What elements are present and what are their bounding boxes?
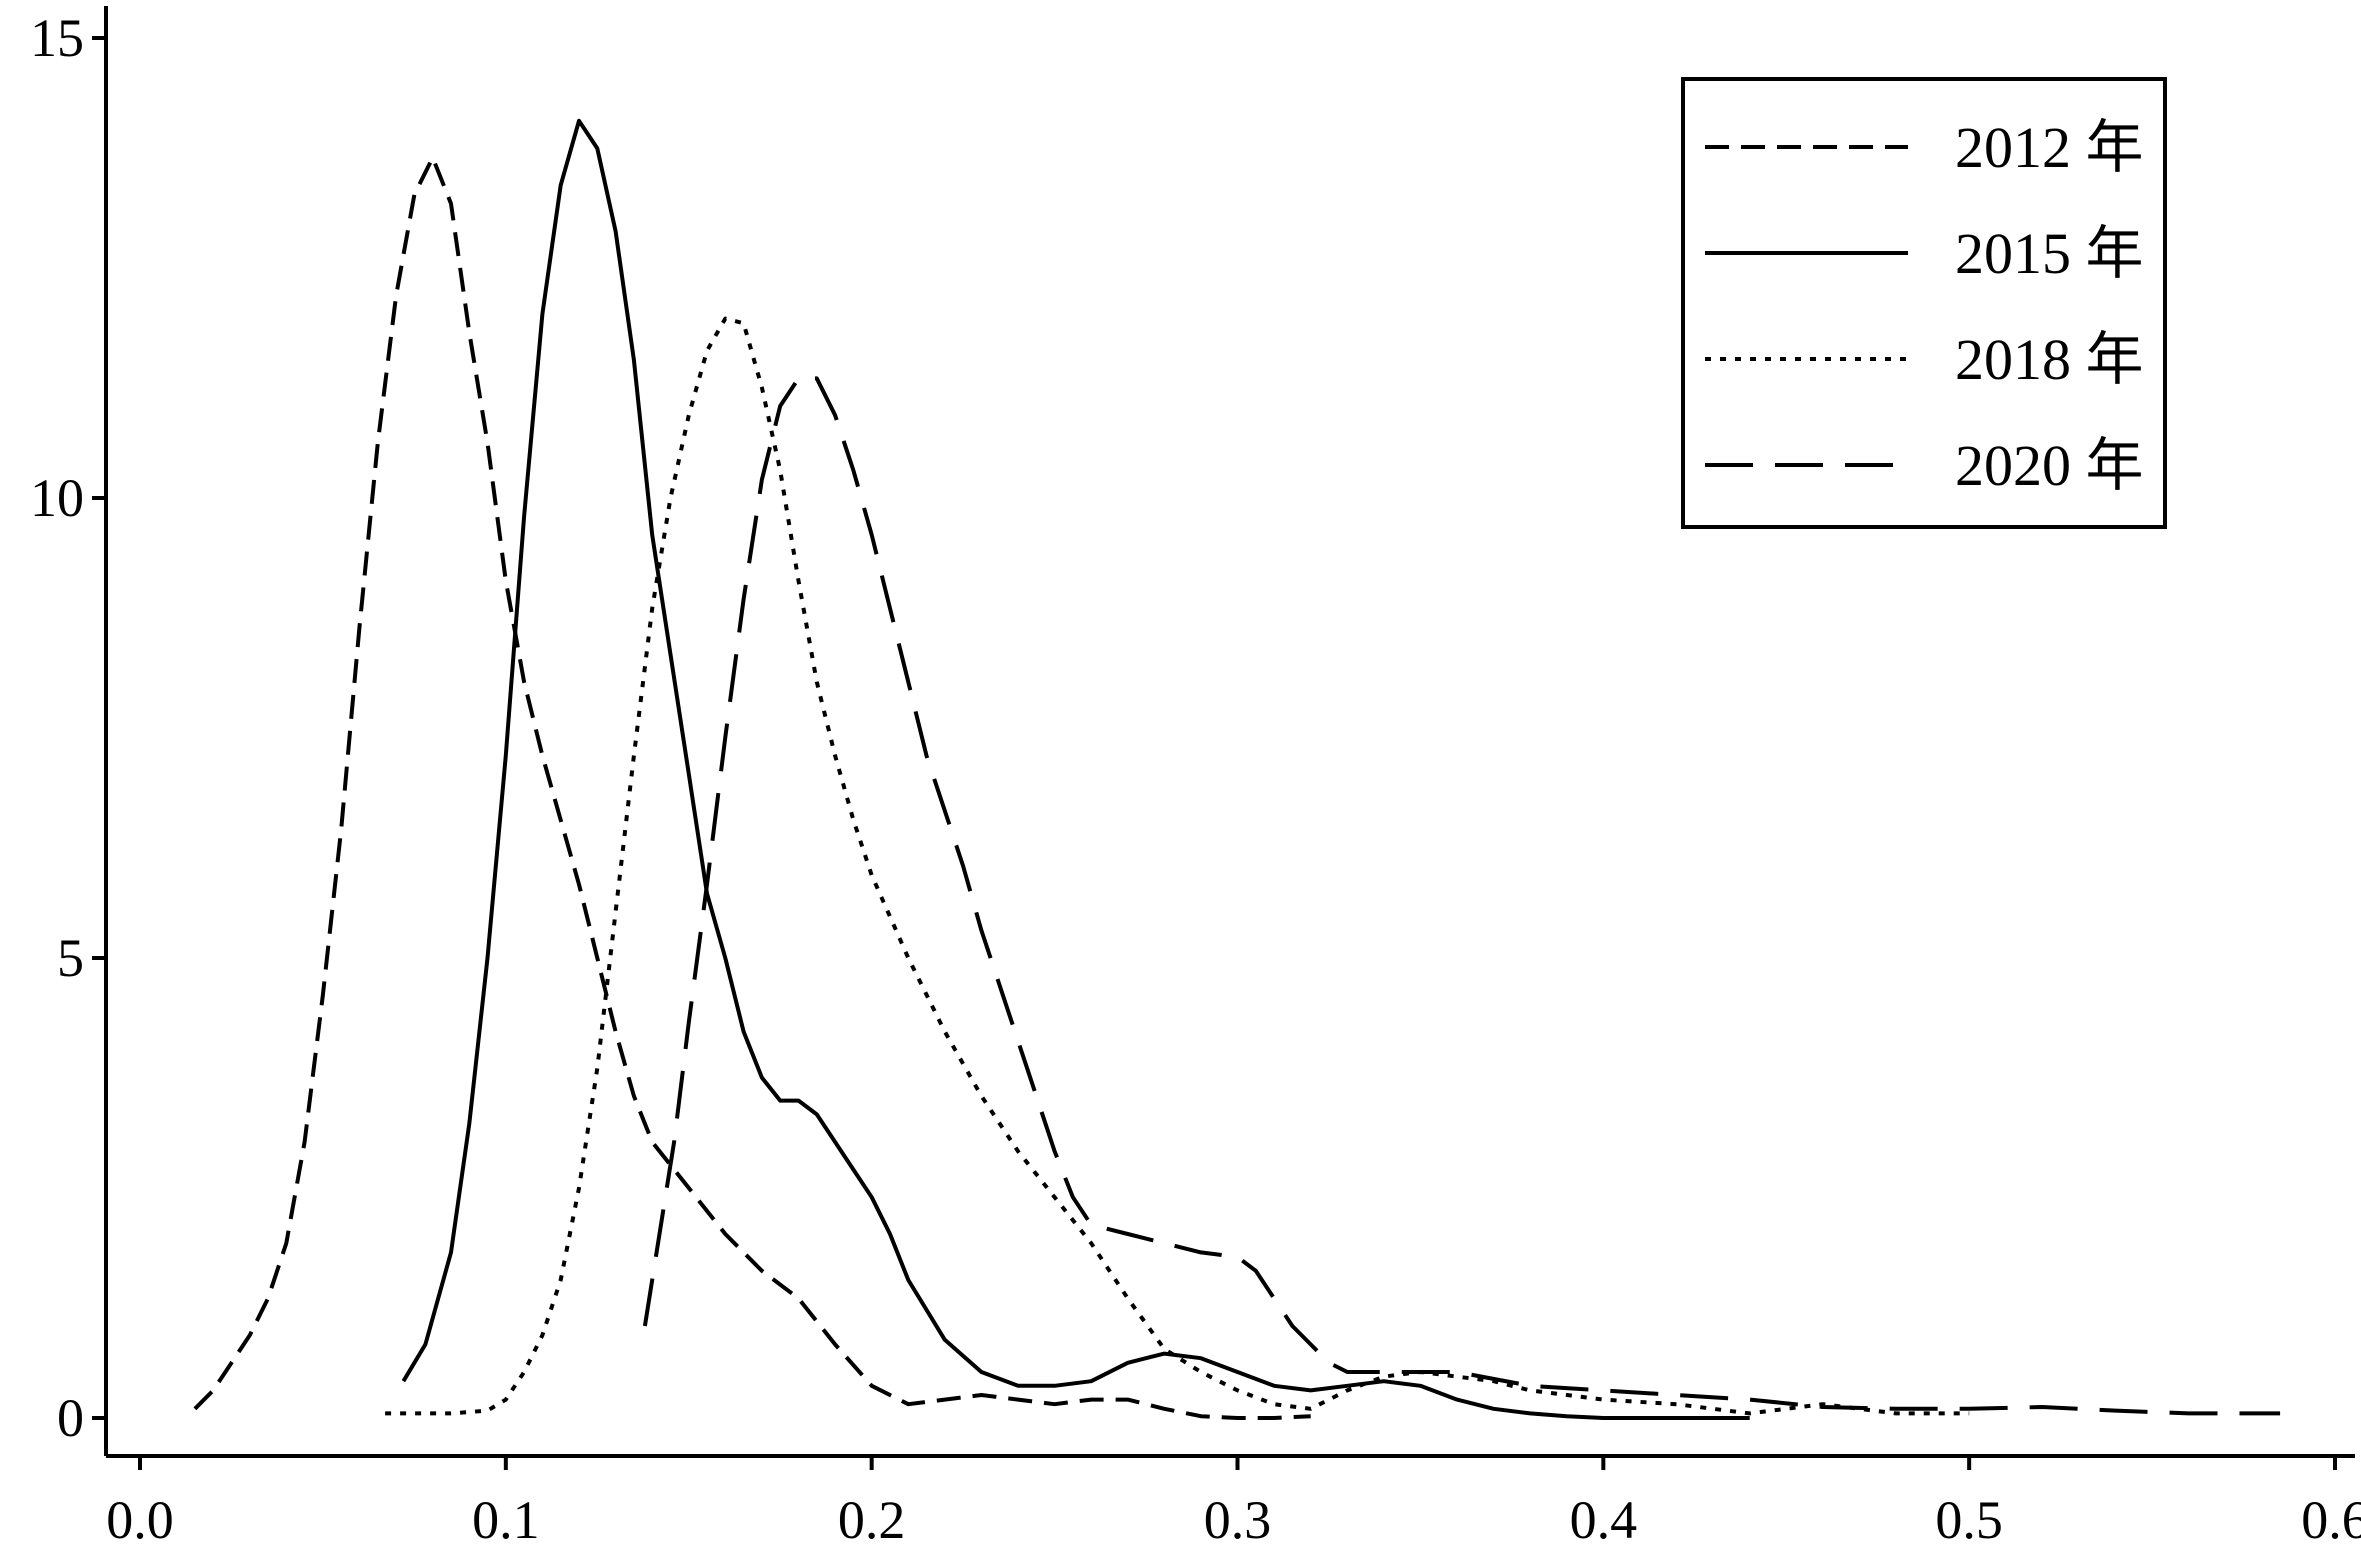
x-tick-label: 0.4 [1570,1490,1638,1550]
y-tick-label: 15 [30,8,84,68]
legend-label: 2018 年 [1955,327,2144,392]
x-tick-label: 0.5 [1935,1490,2003,1550]
y-tick-label: 10 [30,468,84,528]
y-tick-label: 5 [57,928,84,988]
legend-label: 2012 年 [1955,115,2144,180]
series-line-4 [642,376,2281,1416]
axes: 0 5 10 15 0.0 0.1 0.2 0.3 0.4 0.5 0.6 [30,6,2361,1550]
series-layer [193,118,2281,1420]
x-tick-label: 0.6 [2301,1490,2361,1550]
x-tick-label: 0.0 [106,1490,174,1550]
series-line-1 [193,155,1311,1420]
x-tick-label: 0.2 [838,1490,906,1550]
x-tick-label: 0.3 [1204,1490,1272,1550]
legend-box [1681,77,2167,529]
legend-label: 2020 年 [1955,433,2144,498]
x-tick-label: 0.1 [472,1490,540,1550]
series-line-2 [401,118,1750,1420]
y-tick-label: 0 [57,1388,84,1448]
legend: 2012 年 2015 年 2018 年 2020 年 [1681,77,2167,529]
legend-label: 2015 年 [1955,221,2144,286]
